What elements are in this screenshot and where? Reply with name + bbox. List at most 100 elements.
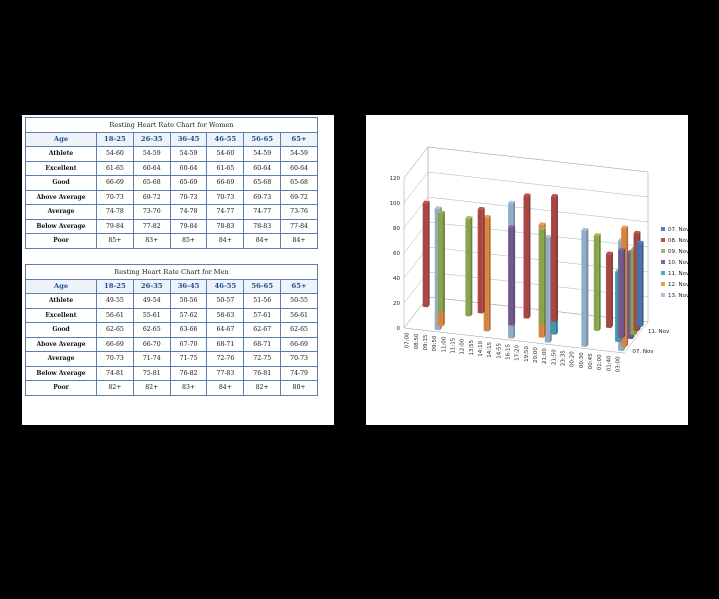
women-table-cell: 60-64 [280,160,318,176]
women-table-cell: 74-78 [96,204,134,220]
x-tick-label: 17:20 [515,345,521,361]
bar-13-nov [581,230,587,348]
bar-top-face [538,226,546,230]
women-table-cell: 66-69 [96,175,134,191]
x-tick-label: 00:30 [579,352,585,368]
women-table-cell: 78-83 [206,218,245,234]
legend-swatch [661,293,665,297]
legend-label: 12. Nov [668,282,688,288]
men-table-cell: 84+ [206,380,245,396]
y-tick-label: 20 [393,301,400,307]
men-table-row: Average 70-73 71-74 71-75 72-76 72-75 70-73 [25,351,318,367]
bar-08-nov [422,203,428,308]
women-table-cell: 60-64 [169,160,208,176]
women-table-cell: 74-78 [169,204,208,220]
men-table-cell: 72-75 [243,351,282,367]
women-row-label: Athlete [25,146,97,162]
women-table-cell: 66-69 [206,175,245,191]
x-tick-label: 23:35 [560,350,566,366]
women-row-label: Poor [25,233,97,249]
bar-side-face [470,216,473,317]
women-table-cell: 54-59 [169,146,208,162]
y-tick-label: 120 [390,176,401,182]
women-header-cell: 65+ [280,131,318,147]
bar-side-face [513,225,516,326]
bar-side-face [623,248,626,339]
x-tick-label: 19:50 [524,346,530,362]
bar-09-nov [465,218,471,317]
men-table-cell: 57-61 [243,307,282,323]
men-table-cell: 57-62 [169,307,208,323]
bar-side-face [427,201,430,308]
bar-side-face [528,193,531,319]
bar-top-face [606,251,613,255]
men-table-cell: 74-81 [96,365,134,381]
bar-side-face [611,251,613,329]
men-table-cell: 62-65 [132,322,171,338]
men-table-cell: 56-61 [280,307,318,323]
men-table-cell: 76-82 [169,365,208,381]
y-tick-label: 40 [393,276,400,282]
bar-08-nov [606,253,612,329]
men-row-label: Athlete [25,293,97,309]
x-tick-label: 09:50 [432,335,438,351]
bar-top-face [508,225,516,229]
women-table-row: Athlete 54-60 54-59 54-59 54-60 54-59 54-59 [25,146,318,162]
x-tick-label: 14:55 [496,342,502,358]
x-tick-label: 08:50 [414,333,420,349]
x-tick-label: 00:45 [588,353,594,369]
x-tick-label: 21:50 [551,349,557,365]
women-table-cell: 85+ [96,233,134,249]
women-table-row: Poor 85+ 83+ 85+ 84+ 84+ 84+ [25,233,318,249]
men-table-row: Excellent 56-61 55-61 57-62 58-63 57-61 56-61 [25,307,318,323]
men-header-cell: Age [25,278,97,294]
women-table-cell: 69-72 [132,189,171,205]
bar-top-face [633,230,641,234]
men-table-cell: 70-73 [96,351,134,367]
women-table-cell: 83+ [132,233,171,249]
women-table-cell: 65-68 [280,175,318,191]
x-tick-label: 20:00 [533,347,539,363]
bar-side-face [482,207,485,314]
women-table-cell: 54-60 [96,146,134,162]
x-tick-label: 14:10 [478,340,484,356]
women-table-cell: 65-69 [169,175,208,191]
men-table-cell: 51-56 [243,293,282,309]
men-header-row: Age 18-25 26-35 36-45 46-55 56-65 65+ [25,278,318,294]
bar-top-face [581,227,589,231]
women-table-cell: 54-59 [243,146,282,162]
bar-13-nov [544,237,550,343]
x-tick-label: 11:00 [441,336,447,352]
women-table-cell: 65-68 [243,175,282,191]
women-header-cell: 46-55 [206,131,245,147]
women-table-row: Excellent 61-65 60-64 60-64 61-65 60-64 60-64 [25,160,318,176]
women-table-cell: 79-84 [96,218,134,234]
legend-label: 08. Nov [668,238,688,244]
women-header-row: Age 18-25 26-35 36-45 46-55 56-65 65+ [25,131,318,147]
men-header-cell: 65+ [280,278,318,294]
women-table-cell: 60-64 [243,160,282,176]
x-tick-label: 00:20 [570,351,576,367]
bar-side-face [586,228,589,348]
bar-top-face [422,200,430,204]
legend-label: 09. Nov [668,249,688,255]
men-table-cell: 64-67 [206,322,245,338]
men-row-label: Poor [25,380,97,396]
men-table-cell: 56-61 [96,307,134,323]
gridline-back [427,171,649,198]
women-table-cell: 84+ [206,233,245,249]
x-tick-label: 13:55 [469,339,475,355]
gridline-back [427,221,649,248]
bar-top-face [477,206,485,210]
men-table-row: Good 62-65 62-65 63-66 64-67 62-67 62-65 [25,322,318,338]
women-table-cell: 61-65 [96,160,134,176]
women-table-cell: 73-76 [132,204,171,220]
legend-label: 11. Nov [668,271,688,277]
men-table-cell: 71-74 [132,351,171,367]
x-tick-label: 11:15 [450,337,456,353]
men-table-row: Above Average 66-69 66-70 67-70 68-71 68-71 66… [25,336,318,352]
men-header-cell: 46-55 [206,278,245,294]
men-table-cell: 49-55 [96,293,134,309]
women-row-label: Good [25,175,97,191]
bar-top-face [437,210,445,214]
